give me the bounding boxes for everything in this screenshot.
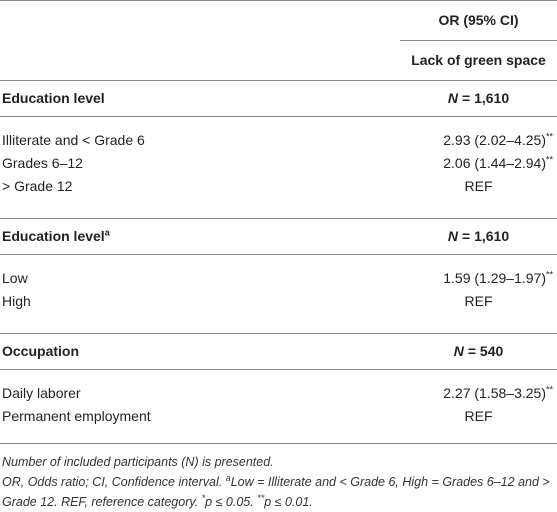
significance: ** bbox=[545, 269, 553, 280]
footnote-text: Number of included participants (N) is p… bbox=[2, 455, 274, 469]
section-title: Occupation bbox=[2, 341, 79, 361]
footnote-text: Low = Illiterate and < Grade 6, High = G… bbox=[2, 475, 550, 509]
n-symbol: N bbox=[447, 228, 458, 244]
footnote: OR, Odds ratio; CI, Confidence interval.… bbox=[2, 472, 555, 512]
section-rule bbox=[0, 369, 557, 370]
row-label: Low bbox=[2, 270, 28, 286]
section-rule bbox=[0, 254, 557, 255]
section-n: N = 1,610 bbox=[400, 226, 557, 246]
bottom-rule bbox=[0, 443, 557, 444]
section-rule bbox=[0, 218, 557, 219]
footnote: Number of included participants (N) is p… bbox=[2, 452, 555, 472]
section-title-sup: a bbox=[104, 227, 110, 238]
n-symbol: N bbox=[453, 343, 464, 359]
row-label: Daily laborer bbox=[2, 385, 81, 401]
section-rule bbox=[0, 333, 557, 334]
row-value: 2.06 (1.44–2.94)** bbox=[443, 153, 553, 173]
column-subtitle: Lack of green space bbox=[411, 52, 546, 68]
footnote-sup: a bbox=[225, 472, 231, 483]
footnote-sup: * bbox=[201, 492, 206, 503]
section-title: Education level bbox=[2, 88, 105, 108]
row-label: Permanent employment bbox=[2, 408, 151, 424]
footnote-sup: ** bbox=[257, 492, 265, 503]
or-value: 1.59 (1.29–1.97) bbox=[443, 270, 546, 286]
section-rule bbox=[0, 116, 557, 117]
significance: ** bbox=[545, 131, 553, 142]
significance: ** bbox=[545, 154, 553, 165]
row-value: 1.59 (1.29–1.97)** bbox=[443, 268, 553, 288]
n-symbol: N bbox=[447, 90, 458, 106]
column-title: OR (95% CI) bbox=[438, 12, 519, 28]
section-n: N = 540 bbox=[400, 341, 557, 361]
row-value: REF bbox=[464, 408, 493, 424]
footnote-text: p ≤ 0.05. bbox=[205, 495, 258, 509]
footnote-text: p ≤ 0.01. bbox=[264, 495, 313, 509]
row-label: > Grade 12 bbox=[2, 178, 73, 194]
row-value: 2.27 (1.58–3.25)** bbox=[443, 383, 553, 403]
row-value: REF bbox=[464, 293, 493, 309]
section-title-text: Occupation bbox=[2, 343, 80, 359]
top-rule bbox=[0, 0, 557, 1]
n-value: = 1,610 bbox=[462, 228, 510, 244]
section-title-text: Education level bbox=[2, 228, 105, 244]
or-value: 2.93 (2.02–4.25) bbox=[443, 132, 546, 148]
n-value: = 540 bbox=[467, 343, 504, 359]
header-rule bbox=[0, 80, 557, 81]
section-title: Education levela bbox=[2, 226, 110, 246]
section-n: N = 1,610 bbox=[400, 88, 557, 108]
n-value: = 1,610 bbox=[462, 90, 510, 106]
significance: ** bbox=[545, 384, 553, 395]
header-rule bbox=[400, 40, 557, 41]
row-label: Grades 6–12 bbox=[2, 155, 83, 171]
or-value: 2.06 (1.44–2.94) bbox=[443, 155, 546, 171]
row-label: High bbox=[2, 293, 31, 309]
or-value: 2.27 (1.58–3.25) bbox=[443, 385, 546, 401]
row-value: REF bbox=[464, 178, 493, 194]
row-value: 2.93 (2.02–4.25)** bbox=[443, 130, 553, 150]
row-label: Illiterate and < Grade 6 bbox=[2, 132, 145, 148]
footnote-text: OR, Odds ratio; CI, Confidence interval. bbox=[2, 475, 226, 489]
section-title-text: Education level bbox=[2, 90, 105, 106]
